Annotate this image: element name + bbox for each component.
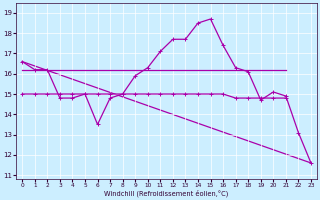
X-axis label: Windchill (Refroidissement éolien,°C): Windchill (Refroidissement éolien,°C) bbox=[104, 190, 229, 197]
